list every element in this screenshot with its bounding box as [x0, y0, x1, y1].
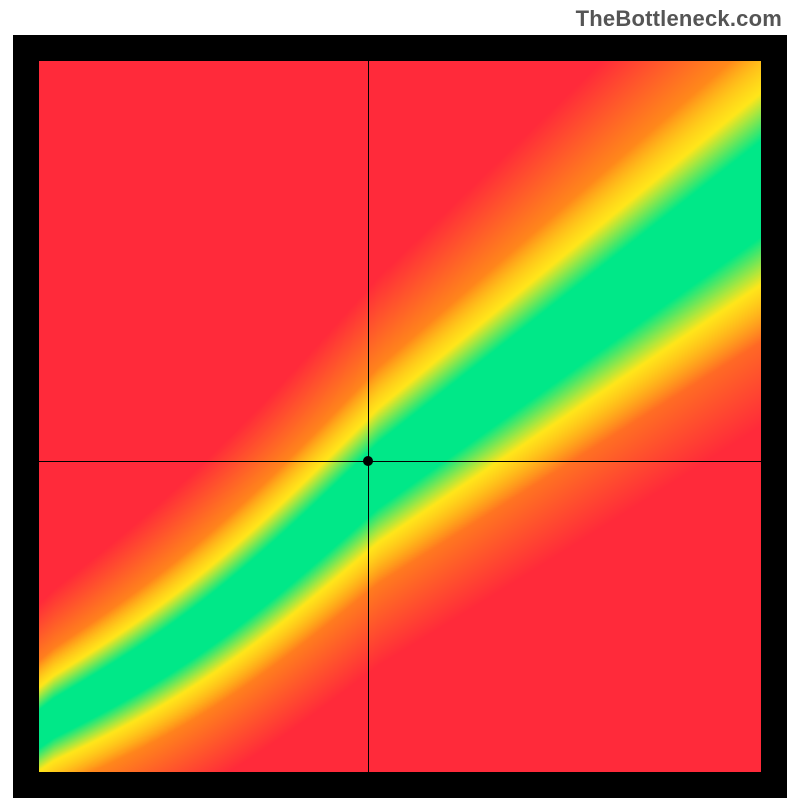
heatmap-area [39, 61, 761, 772]
crosshair-marker [363, 456, 373, 466]
heatmap-canvas [39, 61, 761, 772]
attribution-label: TheBottleneck.com [576, 6, 782, 32]
chart-frame [13, 35, 787, 798]
crosshair-vertical [368, 61, 369, 772]
chart-container: TheBottleneck.com [0, 0, 800, 800]
crosshair-horizontal [39, 461, 761, 462]
